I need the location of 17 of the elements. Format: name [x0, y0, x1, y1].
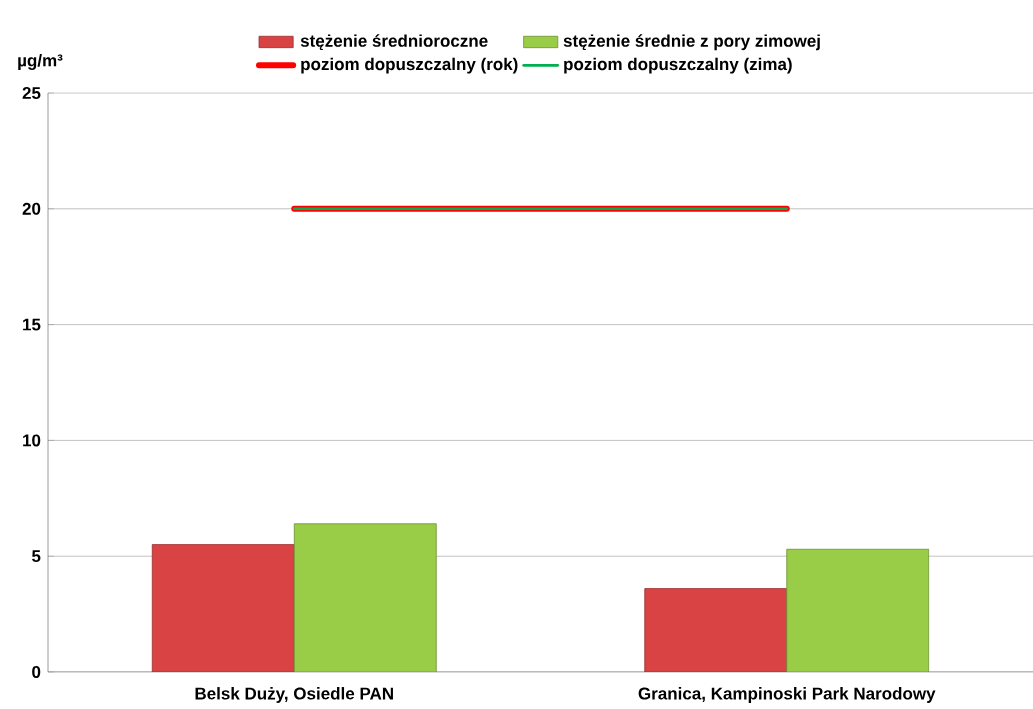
y-tick-label: 10 [23, 434, 41, 447]
y-tick-label: 0 [32, 666, 41, 679]
x-tick-label: Granica, Kampinoski Park Narodowy [638, 687, 936, 703]
bar [151, 544, 295, 672]
bar [786, 548, 930, 672]
y-tick-label: 20 [22, 202, 41, 215]
bar [644, 588, 788, 672]
bar [293, 523, 437, 672]
y-tick-label: 15 [23, 318, 41, 331]
x-tick-label: Belsk Duży, Osiedle PAN [195, 687, 393, 703]
legend-label: poziom dopuszczalny (rok) [301, 57, 518, 74]
y-tick-label: 25 [22, 87, 41, 100]
y-tick-label: 5 [32, 550, 41, 563]
legend-label: stężenie średnie z pory zimowej [563, 34, 820, 51]
y-axis-title: µg/m³ [18, 54, 63, 70]
legend-label: stężenie średnioroczne [300, 34, 488, 51]
legend-label: poziom dopuszczalny (zima) [564, 57, 792, 74]
